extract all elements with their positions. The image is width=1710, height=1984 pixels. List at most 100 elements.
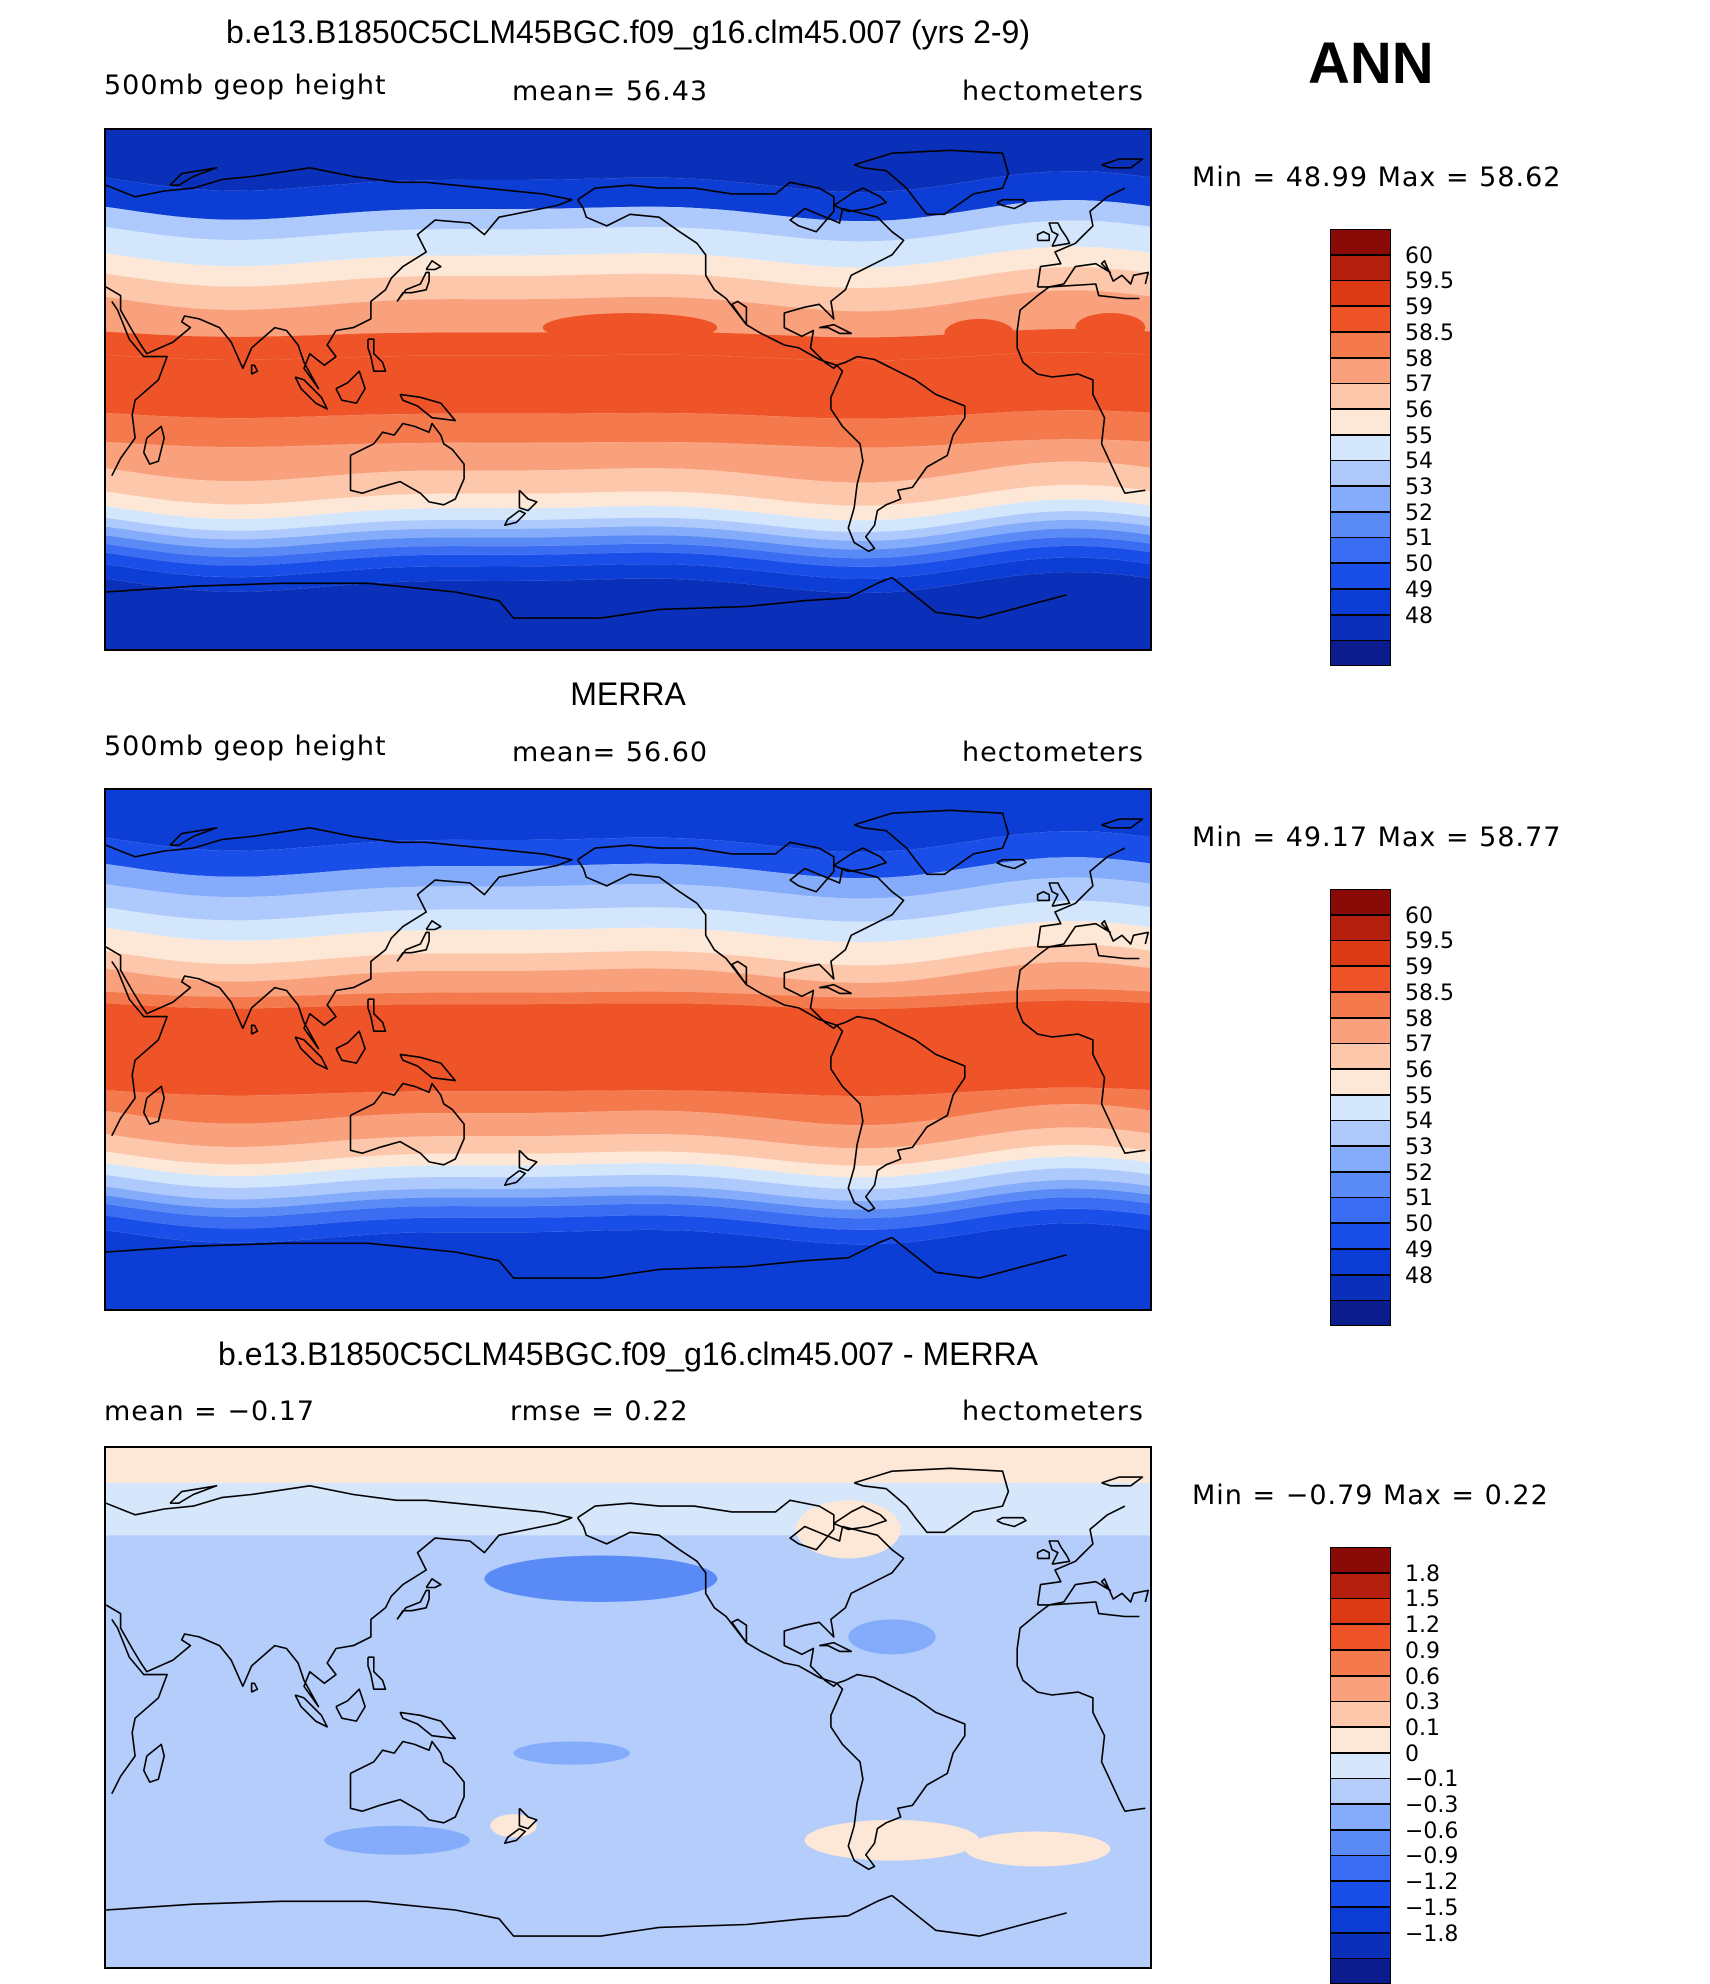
coastline-namerica <box>576 181 905 370</box>
coastline-antarctica <box>891 576 1067 619</box>
colorbar-swatch <box>1330 1094 1391 1121</box>
panel-1-title: b.e13.B1850C5CLM45BGC.f09_g16.clm45.007 … <box>226 14 1030 50</box>
contour-band <box>106 1144 1150 1178</box>
colorbar-tick-label: −1.2 <box>1405 1870 1459 1896</box>
colorbar-swatch <box>1330 563 1391 590</box>
colorbar-swatch <box>1330 408 1391 435</box>
contour-band <box>106 944 1150 983</box>
coastline-baffin <box>833 1505 888 1531</box>
coastline-australia <box>349 422 465 506</box>
contour-feature <box>542 313 718 343</box>
coastline-africa <box>1016 330 1146 495</box>
coastline-eurasia <box>1036 847 1126 948</box>
coastline-antarctica <box>106 1236 893 1279</box>
coastline-antarctica <box>106 576 893 619</box>
coastline-sumatra <box>294 1036 328 1070</box>
colorbar-swatch <box>1330 331 1391 358</box>
coastline-greenland <box>853 149 1010 216</box>
coastline-africa <box>111 1618 168 1795</box>
panel-3-rmse-label: rmse = 0.22 <box>510 1396 689 1427</box>
panel-2-mean-label: mean= 56.60 <box>512 737 709 768</box>
coastline-ireland <box>1036 890 1051 902</box>
coastline-africa <box>1016 943 1140 991</box>
coastline-newzealandS <box>503 509 527 527</box>
coastline-antarctica <box>891 1894 1067 1937</box>
colorbar-swatch <box>1330 306 1391 333</box>
contour-band <box>106 572 1150 649</box>
contour-band <box>106 1168 1150 1201</box>
colorbar-tick-label: 49 <box>1405 1237 1433 1263</box>
colorbar-swatch <box>1330 460 1391 487</box>
coastline-cuba <box>819 323 853 335</box>
contour-band <box>106 537 1150 567</box>
coastline-baffin <box>833 187 888 213</box>
colorbar-tick-label: 48 <box>1405 1263 1433 1289</box>
colorbar-tick-label: 53 <box>1405 1135 1433 1160</box>
coastline-greenland <box>853 809 1010 876</box>
contour-band <box>106 328 1150 361</box>
coastline-eurasia <box>106 826 573 1050</box>
colorbar-tick-label: 56 <box>1405 397 1433 423</box>
colorbar-tick-label: 50 <box>1405 552 1433 578</box>
contour-band <box>106 1104 1150 1149</box>
coastline-britain <box>1048 882 1071 907</box>
coastline-australia <box>349 1740 465 1824</box>
colorbar-swatch <box>1330 229 1391 255</box>
colorbar-tick-label: 0.1 <box>1405 1715 1440 1741</box>
coastline-newzealandS <box>503 1169 527 1187</box>
colorbar-swatch <box>1330 1197 1391 1224</box>
contour-band <box>106 461 1150 506</box>
contour-feature <box>804 1819 980 1861</box>
coastline-srilanka <box>250 1024 259 1035</box>
colorbar-tick-label: −0.1 <box>1405 1767 1459 1793</box>
coastline-greenland <box>853 1467 1010 1534</box>
panel-2-title: MERRA <box>570 676 686 712</box>
colorbar-tick-label: 1.8 <box>1405 1561 1440 1587</box>
contour-band <box>106 528 1150 559</box>
coastline-newzealand <box>518 1807 538 1830</box>
colorbar-swatch <box>1330 1248 1391 1275</box>
coastline-britain <box>1048 222 1071 247</box>
coastline-newguinea <box>399 1053 457 1082</box>
colorbar-tick-label: 0.3 <box>1405 1690 1440 1716</box>
contour-band <box>106 900 1150 943</box>
colorbar-tick-label: −0.9 <box>1405 1844 1459 1870</box>
coastline-eurasia <box>1037 920 1149 948</box>
colorbar-swatch <box>1330 1932 1391 1959</box>
contour-band <box>106 1448 1150 1483</box>
colorbar-swatch <box>1330 1223 1391 1250</box>
field-map-svg <box>106 1448 1150 1967</box>
coastline-samerica <box>830 1673 966 1871</box>
coastline-britain <box>1048 1540 1071 1565</box>
colorbar-swatch <box>1330 1855 1391 1882</box>
contour-band <box>106 1188 1150 1219</box>
panel-3-map <box>104 1446 1152 1969</box>
colorbar-swatch <box>1330 280 1391 307</box>
coastline-baffin <box>833 847 888 873</box>
panel-1-units-label: hectometers <box>962 76 1144 107</box>
colorbar-swatch <box>1330 1958 1391 1984</box>
colorbar-swatch <box>1330 889 1391 915</box>
coastline-eurasia <box>1036 1505 1126 1606</box>
coastline-newzealand <box>518 1149 538 1172</box>
coastline-antarctica <box>106 1894 893 1937</box>
panel-2-minmax: Min = 49.17 Max = 58.77 <box>1192 822 1562 853</box>
colorbar-swatch <box>1330 537 1391 564</box>
colorbar-swatch <box>1330 486 1391 512</box>
coastline-sumatra <box>294 376 328 410</box>
colorbar-swatch <box>1330 1043 1391 1070</box>
colorbar-swatch <box>1330 1906 1391 1933</box>
colorbar-tick-label: −0.6 <box>1405 1818 1459 1844</box>
coastline-newzealand <box>518 489 538 512</box>
coastline-australia <box>349 1082 465 1166</box>
coastline-africa <box>1016 283 1140 331</box>
coastline-srilanka <box>250 1682 259 1693</box>
coastline-svalbard <box>1101 158 1144 169</box>
colorbar-tick-label: 50 <box>1405 1212 1433 1238</box>
contour-feature <box>1075 313 1146 343</box>
contour-band <box>106 961 1150 998</box>
contour-band <box>106 171 1150 222</box>
colorbar-tick-label: 1.5 <box>1405 1587 1440 1613</box>
contour-band <box>106 511 1150 541</box>
colorbar-swatch <box>1330 914 1391 941</box>
